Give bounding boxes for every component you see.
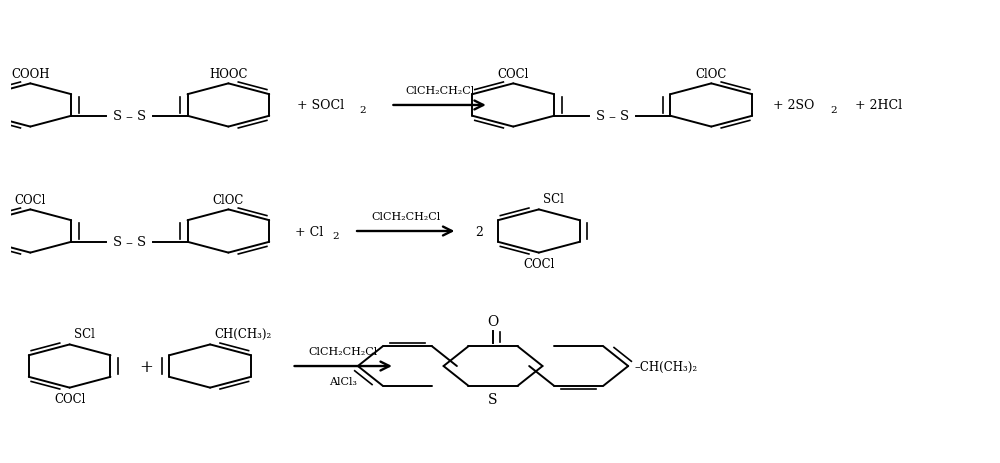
Text: –: – <box>126 110 133 124</box>
Text: S: S <box>488 393 498 407</box>
Text: + 2SO: + 2SO <box>773 99 815 112</box>
Text: 2: 2 <box>830 106 837 115</box>
Text: –: – <box>126 235 133 249</box>
Text: S: S <box>136 236 146 249</box>
Text: + 2HCl: + 2HCl <box>847 99 902 112</box>
Text: 2: 2 <box>333 232 339 240</box>
Text: ClCH₂CH₂Cl: ClCH₂CH₂Cl <box>371 212 440 222</box>
Text: ClCH₂CH₂Cl: ClCH₂CH₂Cl <box>309 346 378 357</box>
Text: ClOC: ClOC <box>213 194 244 206</box>
Text: HOOC: HOOC <box>209 68 248 81</box>
Text: AlCl₃: AlCl₃ <box>329 376 357 386</box>
Text: S: S <box>113 236 122 249</box>
Text: 2: 2 <box>475 225 483 238</box>
Text: –CH(CH₃)₂: –CH(CH₃)₂ <box>634 360 697 373</box>
Text: SCl: SCl <box>543 193 564 206</box>
Text: + SOCl: + SOCl <box>297 99 344 112</box>
Text: +: + <box>139 358 153 375</box>
Text: S: S <box>619 110 629 123</box>
Text: S: S <box>113 110 122 123</box>
Text: S: S <box>596 110 605 123</box>
Text: ClCH₂CH₂Cl: ClCH₂CH₂Cl <box>405 86 474 96</box>
Text: S: S <box>136 110 146 123</box>
Text: COOH: COOH <box>11 68 50 81</box>
Text: COCl: COCl <box>523 257 554 270</box>
Text: –: – <box>609 110 616 124</box>
Text: O: O <box>487 315 499 329</box>
Text: ClOC: ClOC <box>696 68 727 81</box>
Text: + Cl: + Cl <box>295 225 323 238</box>
Text: SCl: SCl <box>74 327 94 340</box>
Text: 2: 2 <box>359 106 366 115</box>
Text: COCl: COCl <box>54 392 85 405</box>
Text: COCl: COCl <box>498 68 529 81</box>
Text: CH(CH₃)₂: CH(CH₃)₂ <box>214 327 271 340</box>
Text: COCl: COCl <box>15 194 46 206</box>
